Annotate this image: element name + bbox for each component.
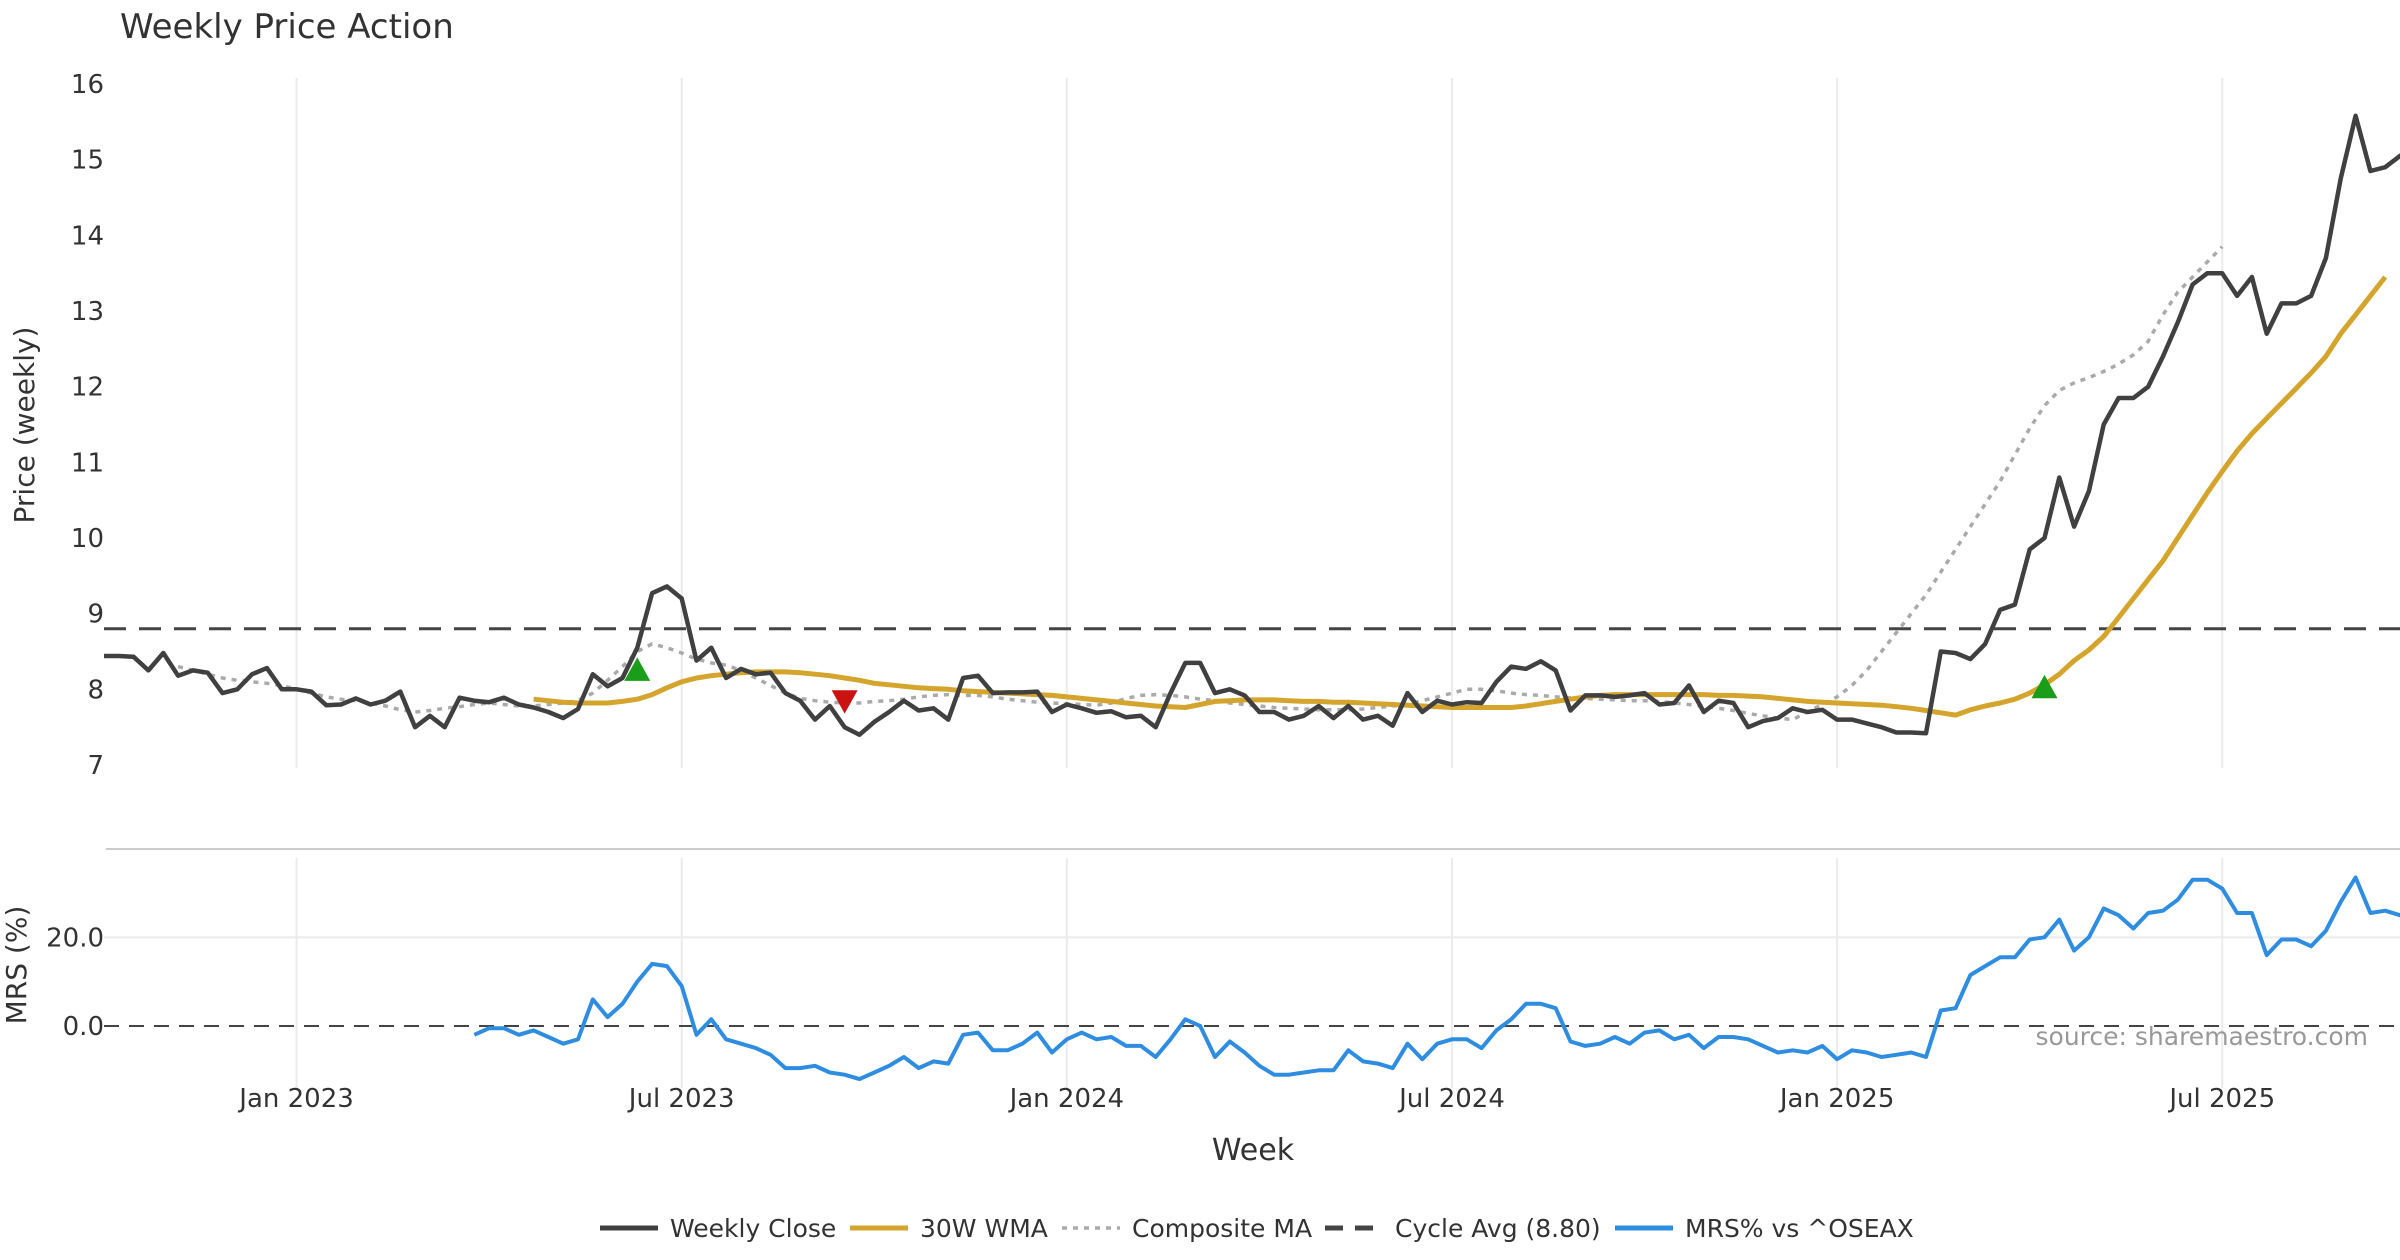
source-annotation: source: sharemaestro.com: [2036, 1022, 2369, 1051]
composite-ma-line: [177, 245, 2224, 722]
legend: Weekly Close 30W WMA Composite MA Cycle Avg…: [600, 1214, 1914, 1243]
price-y-tick-label: 16: [71, 70, 104, 100]
mrs-y-axis-label: MRS (%): [0, 906, 33, 1025]
price-y-tick-labels: 7 8 9 10 11 12 13 14 15 16: [71, 70, 104, 781]
price-y-tick-label: 13: [71, 297, 104, 327]
sell-signal-marker: [831, 690, 858, 714]
legend-label-wma: 30W WMA: [920, 1214, 1048, 1243]
price-y-tick-label: 9: [87, 600, 104, 630]
buy-signal-marker: [2031, 674, 2058, 699]
mrs-line: [473, 875, 2400, 1082]
mrs-y-tick-label: 0.0: [63, 1012, 104, 1042]
legend-label-close: Weekly Close: [670, 1214, 836, 1243]
price-y-tick-label: 7: [87, 751, 104, 781]
legend-label-mrs: MRS% vs ^OSEAX: [1685, 1214, 1914, 1243]
x-tick-label: Jul 2025: [2167, 1084, 2275, 1114]
price-grid: [295, 78, 2224, 768]
signal-markers: [624, 657, 2058, 714]
weekly-close-line: [104, 113, 2400, 737]
wma-30w-line: [533, 275, 2388, 718]
price-y-tick-label: 10: [71, 524, 104, 554]
price-y-tick-label: 11: [71, 448, 104, 478]
price-y-tick-label: 12: [71, 373, 104, 403]
x-axis-label: Week: [1212, 1133, 1295, 1168]
mrs-y-tick-labels: 0.0 20.0: [46, 923, 104, 1042]
x-tick-label: Jul 2023: [627, 1084, 735, 1114]
buy-signal-marker: [624, 657, 651, 681]
x-tick-label: Jul 2024: [1397, 1084, 1505, 1114]
mrs-y-tick-label: 20.0: [46, 923, 104, 953]
x-tick-label: Jan 2024: [1008, 1084, 1125, 1114]
price-y-tick-label: 8: [87, 675, 104, 705]
chart-title: Weekly Price Action: [120, 7, 454, 47]
price-y-tick-label: 14: [71, 221, 104, 251]
mrs-grid: [104, 858, 2400, 1088]
x-tick-labels: Jan 2023 Jul 2023 Jan 2024 Jul 2024 Jan 2025…: [237, 1084, 2275, 1114]
legend-label-cycle: Cycle Avg (8.80): [1395, 1214, 1601, 1243]
x-tick-label: Jan 2023: [237, 1084, 354, 1114]
price-y-axis-label: Price (weekly): [8, 327, 41, 524]
legend-label-composite: Composite MA: [1132, 1214, 1312, 1243]
x-tick-label: Jan 2025: [1778, 1084, 1895, 1114]
price-y-tick-label: 15: [71, 146, 104, 176]
